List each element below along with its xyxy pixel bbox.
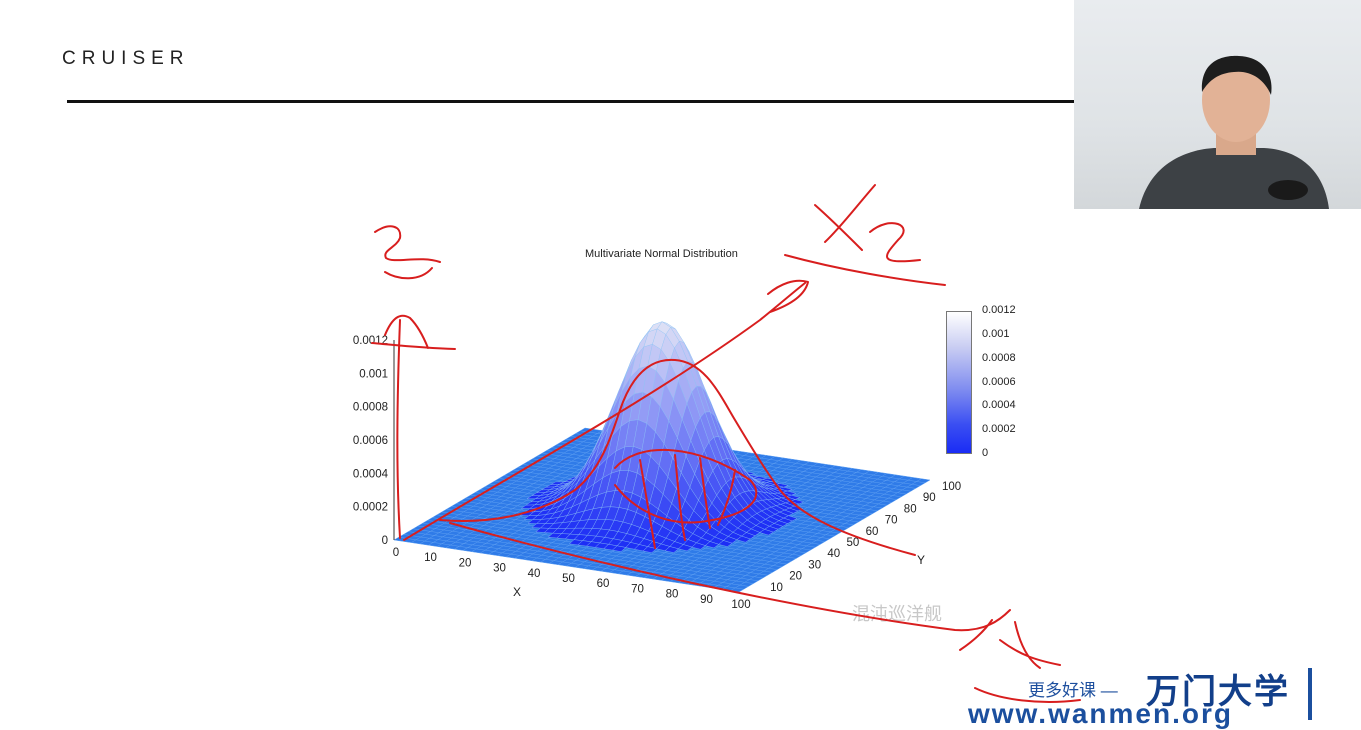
- brand-url[interactable]: www.wanmen.org: [968, 698, 1233, 730]
- colorbar-tick-label: 0.0002: [982, 423, 1016, 435]
- z-tick-label: 0.0006: [353, 435, 388, 447]
- y-tick-label: 20: [789, 571, 802, 583]
- colorbar-tick-label: 0: [982, 447, 988, 459]
- x-tick-label: 50: [562, 573, 575, 585]
- colorbar-tick-label: 0.0012: [982, 304, 1016, 316]
- x-tick-label: 80: [666, 589, 679, 601]
- x-tick-label: 40: [528, 568, 541, 580]
- z-tick-label: 0.0012: [353, 335, 388, 347]
- x-tick-label: 10: [424, 552, 437, 564]
- colorbar-tick-label: 0.001: [982, 328, 1010, 340]
- y-tick-label: 70: [885, 515, 898, 527]
- z-tick-label: 0.001: [359, 368, 388, 380]
- watermark: 混沌巡洋舰: [852, 600, 942, 626]
- colorbar-tick-label: 0.0004: [982, 399, 1016, 411]
- y-tick-label: 40: [827, 548, 840, 560]
- y-axis-label: Y: [917, 553, 925, 567]
- brand-bar: [1308, 668, 1312, 720]
- z-tick-label: 0.0008: [353, 402, 388, 414]
- x-tick-label: 100: [731, 599, 750, 611]
- x-tick-label: 0: [393, 547, 399, 559]
- z-tick-label: 0: [382, 535, 388, 547]
- y-tick-label: 100: [942, 481, 961, 493]
- y-tick-label: 90: [923, 492, 936, 504]
- colorbar: [946, 311, 972, 454]
- y-tick-label: 60: [866, 526, 879, 538]
- x-tick-label: 90: [700, 594, 713, 606]
- x-tick-label: 70: [631, 583, 644, 595]
- y-tick-label: 80: [904, 503, 917, 515]
- z-tick-label: 0.0002: [353, 502, 388, 514]
- x-axis-label: X: [513, 585, 521, 599]
- colorbar-tick-label: 0.0008: [982, 352, 1016, 364]
- y-tick-label: 10: [770, 582, 783, 594]
- z-tick-label: 0.0004: [353, 468, 389, 480]
- x-tick-label: 20: [459, 557, 472, 569]
- x-tick-label: 60: [597, 578, 610, 590]
- x-tick-label: 30: [493, 563, 506, 575]
- y-tick-label: 50: [847, 537, 860, 549]
- colorbar-tick-label: 0.0006: [982, 376, 1016, 388]
- y-tick-label: 30: [808, 559, 821, 571]
